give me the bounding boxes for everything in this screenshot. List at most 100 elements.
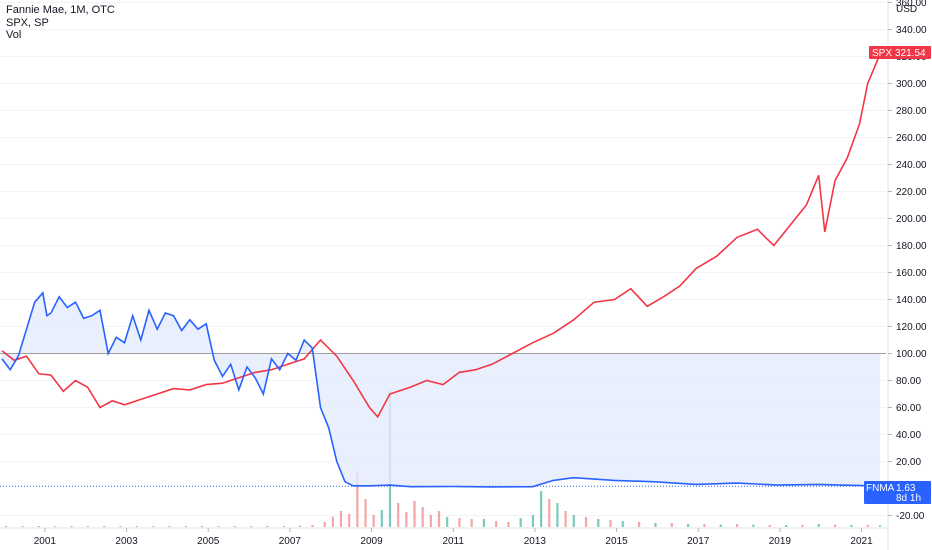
fnma-area-fill [2, 292, 880, 487]
y-tick-label: 280.00 [896, 106, 927, 117]
fnma-badge-label: FNMA [866, 483, 895, 494]
volume-bar [299, 525, 302, 527]
y-tick-label: 40.00 [896, 430, 921, 441]
volume-bar [719, 524, 722, 527]
y-tick-label: 160.00 [896, 268, 927, 279]
volume-bar [597, 519, 600, 527]
fnma-badge-bg [864, 481, 931, 504]
volume-bar [621, 521, 624, 527]
y-tick-label: 140.00 [896, 295, 927, 306]
volume-bar [168, 526, 171, 527]
x-tick-label: 2013 [524, 536, 547, 547]
legend-fnma[interactable]: Fannie Mae, 1M, OTC [6, 4, 115, 16]
volume-bar [311, 525, 314, 527]
spx-price-badge: SPX 321.54 [869, 46, 931, 59]
volume-bar [584, 517, 588, 527]
volume-bar [654, 523, 657, 527]
volume-bar [609, 520, 612, 527]
volume-bar [266, 526, 269, 527]
chart-legend: Fannie Mae, 1M, OTC SPX, SP Vol [6, 4, 115, 42]
volume-bar [250, 526, 253, 527]
volume-bar [817, 524, 820, 527]
spx-badge-label: SPX [872, 48, 892, 59]
volume-bar [736, 524, 739, 527]
volume-bar [233, 526, 236, 527]
time-axis[interactable]: 2001 2003 2005 2007 2009 2011 2013 2015 2017 2019… [34, 528, 873, 547]
volume-bar [405, 512, 408, 527]
volume-bar [687, 524, 690, 527]
x-tick-label: 2017 [687, 536, 710, 547]
y-tick-label: 260.00 [896, 133, 927, 144]
volume-bar [323, 522, 326, 527]
y-tick-label: 180.00 [896, 241, 927, 252]
x-tick-label: 2015 [605, 536, 628, 547]
volume-bar [364, 499, 367, 527]
volume-bar [495, 521, 498, 527]
y-tick-label: 20.00 [896, 457, 921, 468]
volume-bar [638, 522, 641, 527]
y-tick-label: 80.00 [896, 376, 921, 387]
y-tick-label: 220.00 [896, 187, 927, 198]
volume-bar [331, 516, 334, 527]
volume-bar [86, 526, 89, 527]
y-tick-label: 120.00 [896, 322, 927, 333]
y-tick-label: 360.00 [896, 0, 927, 9]
volume-bar [572, 515, 575, 527]
x-tick-label: 2011 [442, 536, 464, 547]
currency-label: USD [896, 4, 917, 15]
volume-bar [413, 501, 416, 527]
volume-bar [37, 526, 40, 527]
volume-bar [834, 524, 837, 527]
x-tick-label: 2009 [360, 536, 383, 547]
volume-bar [372, 515, 375, 527]
volume-bar [531, 515, 535, 527]
volume-bar [703, 524, 706, 527]
volume-bar [217, 526, 220, 527]
volume-bar [348, 514, 351, 527]
volume-bar [70, 526, 73, 527]
fnma-badge-value: 1.63 [896, 483, 916, 494]
y-tick-label: 200.00 [896, 214, 927, 225]
spx-badge-bg [869, 46, 931, 59]
volume-bar [548, 499, 551, 527]
y-tick-label: 60.00 [896, 403, 921, 414]
volume-bar [519, 518, 522, 527]
x-tick-label: 2021 [850, 536, 873, 547]
volume-bar [482, 519, 486, 527]
price-axis[interactable]: 360.00340.00320.00300.00280.00260.00240.… [888, 0, 927, 522]
x-tick-label: 2007 [279, 536, 302, 547]
spx-series-line [1, 54, 881, 419]
volume-bar [135, 526, 138, 527]
volume-bar [437, 511, 441, 527]
volume-bar [119, 526, 122, 527]
volume-bar [470, 519, 473, 527]
y-tick-label: 100.00 [896, 349, 927, 360]
volume-bar [339, 511, 343, 527]
volume-bar [397, 503, 400, 527]
volume-bar [103, 526, 106, 527]
fnma-badge-countdown: 8d 1h [896, 493, 921, 504]
volume-bar [429, 515, 432, 527]
spx-badge-value: 321.54 [895, 48, 926, 59]
legend-spx[interactable]: SPX, SP [6, 16, 49, 29]
volume-bar [201, 526, 204, 527]
legend-vol[interactable]: Vol [6, 29, 22, 41]
fnma-series-line [1, 291, 880, 488]
fnma-price-badge: FNMA 1.63 8d 1h [864, 481, 931, 504]
x-tick-label: 2001 [34, 536, 57, 547]
volume-bar [801, 525, 804, 527]
volume-bar [670, 523, 673, 527]
x-tick-label: 2005 [197, 536, 220, 547]
volume-bar [54, 526, 57, 527]
y-tick-label: -20.00 [896, 511, 925, 522]
volume-bar [380, 510, 383, 527]
volume-bar [785, 525, 788, 527]
volume-bar [282, 526, 285, 527]
y-tick-label: 300.00 [896, 79, 927, 90]
y-tick-label: 340.00 [896, 25, 927, 36]
volume-bar [768, 525, 771, 527]
volume-bar [752, 524, 755, 527]
x-tick-label: 2003 [115, 536, 138, 547]
x-tick-label: 2019 [769, 536, 792, 547]
